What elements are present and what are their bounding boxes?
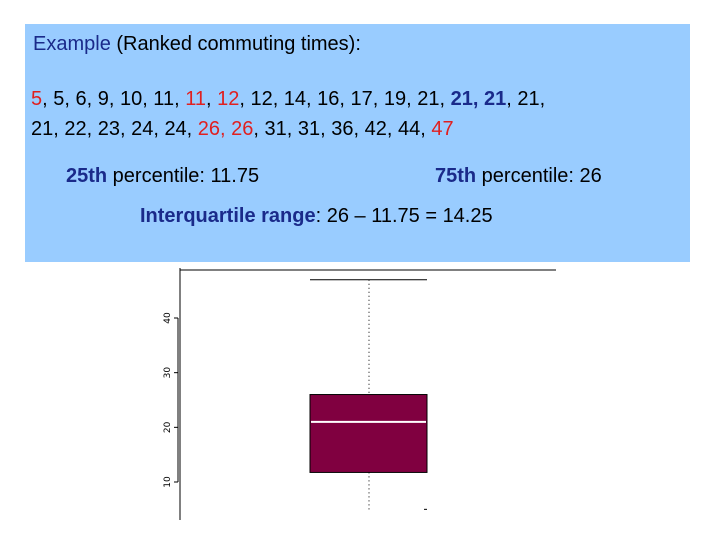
iqr-value: : 26 – 11.75 = 14.25 [315,205,493,227]
percentile-25-label: 25th [66,165,108,187]
data-segment: , 5, 6, 9, 10, 11, [42,88,186,110]
data-segment: 21, 21 [450,88,507,110]
y-tick-label-30: 30 [163,367,173,379]
example-info-box [25,24,690,262]
example-heading: Example (Ranked commuting times): [33,33,361,56]
data-segment: 26, 26 [197,118,254,140]
data-segment: 12 [217,88,240,110]
example-description: (Ranked commuting times): [110,33,361,55]
data-segment: , [205,88,218,110]
y-tick-label-10: 10 [163,476,173,488]
data-segment: 5 [31,88,43,110]
data-list-line-1: 5, 5, 6, 9, 10, 11, 11, 12, 12, 14, 16, … [31,88,545,111]
percentile-25-value: percentile: 11.75 [107,165,260,187]
iqr-label: Interquartile range [140,205,316,227]
data-segment: , 31, 31, 36, 42, 44, [253,118,432,140]
data-segment: 11 [185,88,206,110]
percentile-75-value: percentile: 26 [476,165,602,187]
y-tick-label-20: 20 [163,421,173,433]
interquartile-box [309,394,428,473]
data-segment: , 12, 14, 16, 17, 19, 21, [239,88,451,110]
data-segment: 21, 22, 23, 24, 24, [31,118,198,140]
data-list-line-2: 21, 22, 23, 24, 24, 26, 26, 31, 31, 36, … [31,118,454,141]
percentile-75: 75th percentile: 26 [435,165,602,188]
percentile-75-label: 75th [435,165,477,187]
y-tick-label-40: 40 [163,312,173,324]
percentile-25: 25th percentile: 11.75 [66,165,259,188]
data-segment: 47 [431,118,454,140]
interquartile-range: Interquartile range: 26 – 11.75 = 14.25 [140,205,493,228]
data-segment: , 21, [506,88,546,110]
example-label: Example [33,33,111,55]
